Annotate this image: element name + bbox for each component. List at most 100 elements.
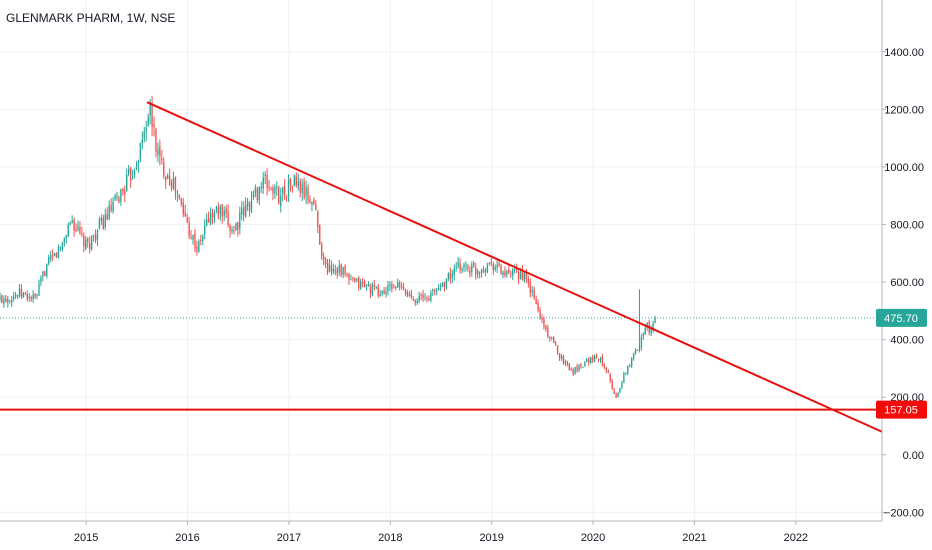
candle-body xyxy=(490,262,492,264)
candle-body xyxy=(553,337,555,343)
candle-body xyxy=(248,203,251,211)
candle-body xyxy=(514,269,516,271)
candle-body xyxy=(69,222,71,225)
candle-body xyxy=(478,272,481,274)
candle-body xyxy=(7,299,9,303)
candle-body xyxy=(131,177,134,179)
candle-body xyxy=(46,264,48,277)
candle-body xyxy=(334,269,337,271)
candle-body xyxy=(654,318,656,323)
candle-body xyxy=(102,217,105,230)
candle-body xyxy=(9,300,11,302)
candle-body xyxy=(61,242,64,250)
candle-body xyxy=(340,264,342,276)
candle-body xyxy=(96,230,99,240)
candle-body xyxy=(1,295,3,303)
candle-body xyxy=(118,197,120,203)
candle-body xyxy=(488,262,491,264)
candle-body xyxy=(192,234,194,240)
candle-body xyxy=(153,123,155,128)
candle-body xyxy=(252,192,255,198)
candle-body xyxy=(630,357,633,367)
candle-body xyxy=(422,294,424,298)
candle-body xyxy=(63,238,66,243)
candle-body xyxy=(445,279,448,286)
candle-body xyxy=(517,271,520,280)
candle-body xyxy=(398,282,401,288)
candle-body xyxy=(65,235,67,239)
candle-body xyxy=(127,169,130,174)
candle-body xyxy=(315,204,317,210)
candle-body xyxy=(352,277,354,279)
candle-body xyxy=(145,127,147,132)
candle-body xyxy=(42,272,44,278)
candle-body xyxy=(77,224,79,231)
candle-body xyxy=(305,187,307,197)
candle-body xyxy=(379,294,381,296)
candle-body xyxy=(324,259,327,265)
candle-body xyxy=(38,283,40,296)
candle-body xyxy=(295,176,298,185)
candle-body xyxy=(566,362,569,365)
candle-body xyxy=(155,129,157,152)
candle-body xyxy=(170,182,173,189)
candle-body xyxy=(213,212,216,219)
candle-body xyxy=(574,367,576,374)
candle-body xyxy=(309,199,311,203)
candle-body xyxy=(359,281,362,289)
candle-body xyxy=(591,357,594,361)
candle-body xyxy=(57,246,60,258)
candle-body xyxy=(287,179,290,196)
candle-body xyxy=(116,195,118,198)
chart-title: GLENMARK PHARM, 1W, NSE xyxy=(6,11,175,25)
candle-body xyxy=(578,364,580,372)
candle-body xyxy=(321,244,323,257)
candle-body xyxy=(385,291,387,295)
candle-body xyxy=(85,239,87,249)
candle-body xyxy=(623,373,625,382)
candle-body xyxy=(551,337,553,339)
candle-body xyxy=(3,299,5,304)
candle-body xyxy=(632,353,635,359)
candle-body xyxy=(272,187,274,194)
candle-body xyxy=(564,361,567,364)
candle-body xyxy=(112,201,114,212)
candle-body xyxy=(541,317,543,320)
candle-body xyxy=(204,225,206,235)
candle-body xyxy=(416,300,418,303)
candle-body xyxy=(383,290,385,294)
candle-body xyxy=(549,337,551,339)
candle-body xyxy=(601,356,604,367)
candle-body xyxy=(473,263,475,267)
candle-body xyxy=(584,362,586,367)
candle-body xyxy=(233,230,235,232)
candle-body xyxy=(642,333,645,337)
candle-body xyxy=(11,300,13,303)
candle-body xyxy=(227,211,229,226)
candle-body xyxy=(59,247,62,249)
candle-body xyxy=(20,288,23,296)
candle-body xyxy=(141,139,144,144)
candle-body xyxy=(560,356,563,359)
candle-body xyxy=(640,336,643,348)
candle-body xyxy=(237,221,239,230)
candle-body xyxy=(12,296,15,300)
candle-body xyxy=(393,287,395,289)
candle-body xyxy=(250,198,253,213)
candle-body xyxy=(588,359,590,363)
candle-body xyxy=(595,355,598,358)
candle-body xyxy=(168,175,171,185)
candle-body xyxy=(603,365,606,368)
price-axis[interactable]: −200.000.00200.00400.00600.00800.001000.… xyxy=(882,47,924,520)
candle-body xyxy=(278,187,280,204)
time-axis[interactable]: 2015 2016 2017 2018 2019 2020 2021 2022 xyxy=(74,521,808,544)
candle-body xyxy=(319,225,321,245)
candle-body xyxy=(205,219,208,225)
candle-body xyxy=(482,269,485,272)
candle-body xyxy=(455,266,457,268)
candle-body xyxy=(79,226,81,233)
candle-body xyxy=(418,295,420,302)
trendline[interactable] xyxy=(146,101,883,433)
candle-body xyxy=(14,294,17,297)
